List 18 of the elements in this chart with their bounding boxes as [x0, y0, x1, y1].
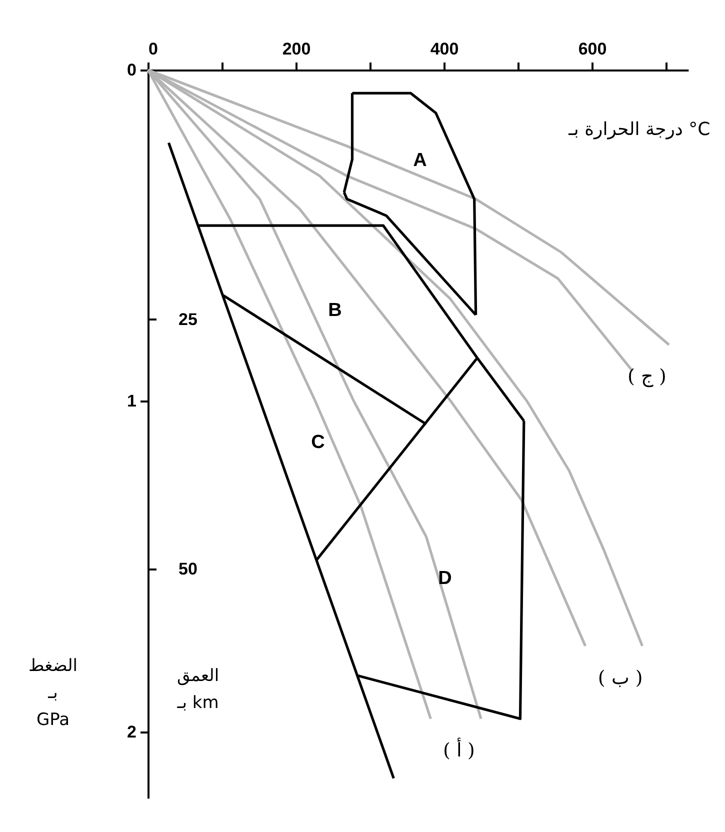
annotation: B — [328, 300, 342, 321]
y2-tick-label: 50 — [178, 559, 198, 578]
x-tick-label: 0 — [148, 40, 158, 58]
series-label: ( أ ) — [443, 736, 475, 762]
y-tick-label: 0 — [127, 60, 136, 80]
y2-axis-title: العمق بـ km — [176, 666, 220, 714]
x-tick-label: 400 — [430, 40, 459, 58]
series-label: ( ج ) — [627, 366, 666, 388]
x-tick-label: 600 — [578, 40, 607, 58]
x-axis-title: درجة الحرارة بـ °C — [568, 119, 710, 140]
x-tick-label: 200 — [282, 40, 311, 58]
annotation: A — [413, 150, 428, 171]
annotation: D — [438, 568, 452, 589]
y-tick-label: 2 — [127, 722, 136, 742]
series-label: ( ب ) — [598, 666, 643, 689]
y2-tick-label: 25 — [178, 310, 198, 329]
annotation: C — [311, 432, 326, 453]
y-tick-label: 1 — [127, 391, 136, 410]
